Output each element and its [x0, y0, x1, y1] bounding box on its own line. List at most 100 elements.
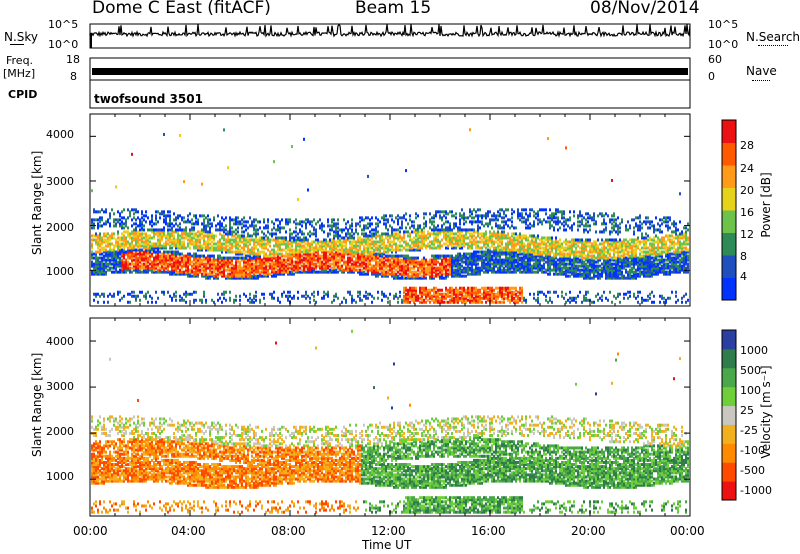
power-heatmap-cell [195, 256, 197, 260]
power-heatmap-cell [249, 276, 251, 280]
power-heatmap-cell [393, 258, 395, 262]
power-heatmap-cell [225, 276, 227, 280]
power-heatmap-cell [331, 250, 333, 254]
power-heatmap-cell [481, 262, 483, 266]
power-heatmap-cell [331, 246, 333, 250]
power-heatmap-cell [125, 230, 127, 234]
power-heatmap-cell [423, 232, 425, 236]
power-heatmap-cell [489, 290, 491, 294]
power-heatmap-cell [383, 232, 385, 236]
power-heatmap-cell [239, 266, 241, 270]
power-heatmap-cell [521, 290, 523, 294]
power-heatmap-cell [401, 222, 403, 226]
power-heatmap-cell [97, 258, 99, 262]
power-heatmap-cell [145, 254, 147, 258]
power-heatmap-cell [189, 246, 191, 250]
power-heatmap-cell [101, 264, 103, 268]
power-heatmap-cell [415, 264, 417, 268]
power-heatmap-cell [113, 264, 115, 268]
power-heatmap-cell [429, 266, 431, 270]
power-heatmap-cell [109, 244, 111, 248]
power-heatmap-cell [275, 242, 277, 246]
power-heatmap-cell [455, 264, 457, 268]
power-heatmap-cell [145, 260, 147, 264]
power-heatmap-cell [367, 236, 369, 240]
power-heatmap-cell [459, 220, 461, 224]
power-heatmap-cell [139, 228, 141, 232]
power-heatmap-cell [389, 214, 391, 218]
power-heatmap-cell [91, 226, 93, 230]
power-heatmap-cell [115, 218, 117, 222]
power-heatmap-cell [409, 238, 411, 242]
power-heatmap-cell [181, 266, 183, 270]
power-heatmap-cell [311, 266, 313, 270]
power-heatmap-cell [183, 216, 185, 220]
power-heatmap-cell [153, 256, 155, 260]
power-heatmap-cell [233, 264, 235, 268]
power-heatmap-cell [383, 214, 385, 218]
power-heatmap-cell [397, 236, 399, 240]
power-heatmap-cell [231, 218, 233, 222]
power-heatmap-cell [169, 262, 171, 266]
power-heatmap-cell [485, 250, 487, 254]
power-heatmap-cell [463, 290, 465, 294]
power-heatmap-cell [427, 292, 429, 296]
power-heatmap-cell [123, 216, 125, 220]
power-heatmap-cell [95, 254, 97, 258]
power-heatmap-cell [351, 254, 353, 258]
power-heatmap-cell [397, 296, 399, 300]
power-heatmap-cell [429, 272, 431, 276]
power-heatmap-cell [309, 264, 311, 268]
power-heatmap-cell [319, 264, 321, 268]
power-heatmap-cell [409, 266, 411, 270]
power-heatmap-cell [121, 226, 123, 230]
power-heatmap-cell [381, 236, 383, 240]
power-heatmap-cell [509, 270, 511, 274]
power-heatmap-cell [399, 262, 401, 266]
power-heatmap-cell [297, 248, 299, 252]
power-heatmap-cell [323, 270, 325, 274]
power-heatmap-cell [359, 246, 361, 250]
power-heatmap-cell [371, 256, 373, 260]
power-heatmap-cell [497, 268, 499, 272]
power-heatmap-cell [117, 240, 119, 244]
power-heatmap-cell [347, 260, 349, 264]
power-heatmap-cell [193, 240, 195, 244]
power-heatmap-cell [467, 242, 469, 246]
power-heatmap-cell [451, 240, 453, 244]
power-heatmap-cell [229, 246, 231, 250]
power-heatmap-cell [409, 244, 411, 248]
power-heatmap-cell [523, 264, 525, 268]
power-heatmap-cell [371, 242, 373, 246]
power-heatmap-cell [425, 290, 427, 294]
power-heatmap-cell [201, 298, 203, 302]
power-heatmap-cell [505, 222, 507, 226]
power-heatmap-cell [281, 264, 283, 268]
power-heatmap-cell [451, 266, 453, 270]
power-heatmap-cell [115, 238, 117, 242]
power-heatmap-cell [167, 250, 169, 254]
power-heatmap-cell [339, 268, 341, 272]
power-heatmap-cell [337, 296, 339, 300]
power-heatmap-cell [493, 234, 495, 238]
power-heatmap-cell [477, 292, 479, 296]
power-heatmap-cell [473, 292, 475, 296]
power-heatmap-cell [519, 236, 521, 240]
power-heatmap-cell [273, 252, 275, 256]
power-heatmap-cell [407, 256, 409, 260]
power-heatmap-cell [489, 232, 491, 236]
power-heatmap-cell [119, 212, 121, 216]
power-heatmap-cell [423, 242, 425, 246]
power-heatmap-cell [135, 210, 137, 214]
power-heatmap-cell [275, 244, 277, 248]
power-heatmap-cell [243, 246, 245, 250]
power-heatmap-cell [433, 266, 435, 270]
power-heatmap-cell [259, 240, 261, 244]
power-heatmap-cell [469, 260, 471, 264]
power-heatmap-cell [367, 296, 369, 300]
power-heatmap-cell [191, 254, 193, 258]
power-heatmap-cell [307, 258, 309, 262]
power-heatmap-cell [119, 246, 121, 250]
power-heatmap-cell [223, 296, 225, 300]
power-heatmap-cell [403, 214, 405, 218]
